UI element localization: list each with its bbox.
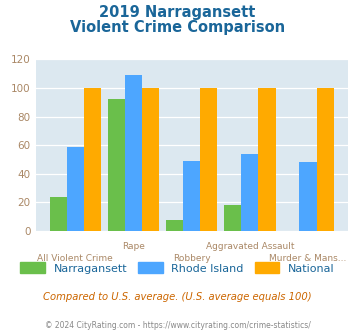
- Bar: [300, 162, 317, 231]
- Bar: [67, 147, 84, 231]
- Text: Compared to U.S. average. (U.S. average equals 100): Compared to U.S. average. (U.S. average …: [43, 292, 312, 302]
- Bar: [50, 197, 67, 231]
- Text: Robbery: Robbery: [173, 254, 211, 263]
- Legend: Narragansett, Rhode Island, National: Narragansett, Rhode Island, National: [16, 258, 339, 278]
- Text: Violent Crime Comparison: Violent Crime Comparison: [70, 20, 285, 35]
- Text: Aggravated Assault: Aggravated Assault: [206, 243, 294, 251]
- Bar: [125, 75, 142, 231]
- Bar: [142, 88, 159, 231]
- Bar: [166, 219, 183, 231]
- Bar: [84, 88, 101, 231]
- Text: All Violent Crime: All Violent Crime: [38, 254, 113, 263]
- Text: © 2024 CityRating.com - https://www.cityrating.com/crime-statistics/: © 2024 CityRating.com - https://www.city…: [45, 321, 310, 330]
- Text: Rape: Rape: [122, 243, 145, 251]
- Bar: [224, 205, 241, 231]
- Bar: [317, 88, 334, 231]
- Bar: [108, 99, 125, 231]
- Bar: [241, 154, 258, 231]
- Bar: [200, 88, 217, 231]
- Bar: [183, 161, 200, 231]
- Bar: [258, 88, 275, 231]
- Text: 2019 Narragansett: 2019 Narragansett: [99, 5, 256, 20]
- Text: Murder & Mans...: Murder & Mans...: [269, 254, 347, 263]
